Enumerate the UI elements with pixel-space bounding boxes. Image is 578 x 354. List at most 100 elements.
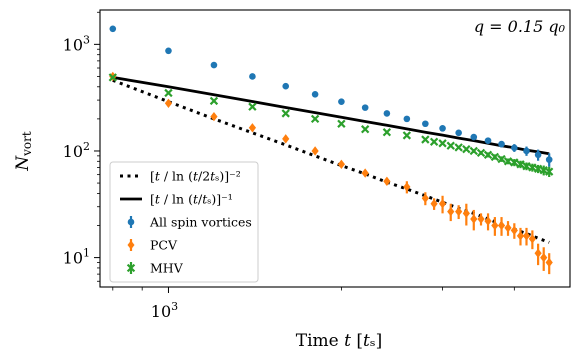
point-all-spin-vortices [109, 25, 117, 33]
legend-marker-diamond [127, 240, 135, 250]
legend-marker-x [126, 263, 136, 273]
point-pcv [164, 98, 173, 108]
point-mhv [209, 96, 219, 106]
point-pcv [504, 223, 512, 233]
legend-label-pcv: PCV [150, 238, 178, 253]
point-mhv [503, 157, 513, 166]
legend-label-fit2: [𝑡 / ln (𝑡/2𝑡ₛ)]⁻² [150, 169, 241, 184]
point-mhv [522, 162, 531, 171]
point-all-spin-vortices [545, 156, 553, 163]
point-pcv [534, 248, 542, 258]
point-pcv [540, 252, 548, 263]
point-mhv [462, 144, 471, 154]
point-all-spin-vortices [422, 120, 429, 128]
point-all-spin-vortices [455, 129, 462, 137]
point-all-spin-vortices [523, 147, 530, 155]
point-pcv [491, 220, 499, 231]
point-pcv [470, 214, 478, 224]
point-all-spin-vortices [338, 98, 345, 105]
fit-line-fit1 [112, 76, 550, 156]
point-pcv [438, 199, 447, 209]
point-mhv [108, 73, 117, 82]
y-axis-label: 𝑁vort [13, 131, 34, 172]
point-all-spin-vortices [470, 133, 478, 141]
point-pcv [248, 123, 257, 133]
plot-frame [99, 9, 571, 288]
point-mhv [476, 148, 486, 158]
point-mhv [446, 141, 455, 150]
data-markers [108, 25, 554, 275]
point-pcv [497, 220, 506, 231]
point-pcv [545, 257, 553, 268]
axis-ticks [94, 11, 515, 293]
point-pcv [282, 134, 290, 144]
point-all-spin-vortices [484, 137, 492, 144]
point-all-spin-vortices [511, 144, 518, 152]
legend-marker-circle [127, 218, 135, 226]
point-mhv [421, 135, 430, 144]
point-mhv [490, 152, 500, 162]
point-all-spin-vortices [534, 151, 542, 159]
point-all-spin-vortices [383, 110, 391, 117]
point-pcv [210, 111, 218, 122]
point-pcv [455, 206, 463, 217]
point-mhv [281, 109, 290, 118]
point-all-spin-vortices [311, 91, 319, 98]
point-pcv [421, 193, 429, 203]
y-tick-label: 103 [63, 33, 90, 54]
point-mhv [516, 160, 525, 169]
y-tick-label: 102 [63, 140, 90, 161]
point-all-spin-vortices [165, 47, 172, 55]
point-pcv [403, 182, 411, 192]
point-pcv [484, 216, 492, 226]
point-all-spin-vortices [249, 73, 256, 80]
point-mhv [539, 166, 548, 175]
point-mhv [454, 143, 463, 152]
point-mhv [483, 150, 493, 160]
point-pcv [528, 234, 536, 244]
point-mhv [528, 163, 537, 172]
point-pcv [361, 168, 369, 178]
point-mhv [545, 167, 554, 176]
point-mhv [164, 88, 173, 98]
point-pcv [522, 231, 531, 241]
point-all-spin-vortices [282, 82, 290, 90]
point-all-spin-vortices [498, 140, 505, 148]
legend: [𝑡 / ln (𝑡/2𝑡ₛ)]⁻² [𝑡 / ln (𝑡/𝑡ₛ)]⁻¹ All s… [109, 161, 259, 283]
legend-label-mhv: MHV [150, 261, 184, 276]
point-pcv [430, 199, 438, 209]
point-pcv [516, 231, 525, 241]
legend-box [109, 161, 259, 283]
point-mhv [469, 146, 478, 156]
point-mhv [402, 131, 412, 140]
x-tick-label: 103 [151, 300, 178, 321]
point-all-spin-vortices [403, 115, 411, 123]
point-pcv [510, 225, 518, 236]
point-mhv [337, 119, 346, 128]
point-mhv [360, 125, 370, 134]
point-mhv [438, 139, 447, 148]
point-pcv [462, 208, 470, 219]
annotation-q: 𝑞 = 0.15 𝑞₀ [474, 17, 566, 36]
point-pcv [337, 159, 345, 169]
legend-label-fit1: [𝑡 / ln (𝑡/𝑡ₛ)]⁻¹ [150, 192, 233, 207]
point-pcv [383, 176, 391, 186]
point-mhv [382, 128, 392, 137]
fit-line-fit2 [112, 78, 550, 244]
y-tick-label: 101 [63, 247, 90, 268]
point-mhv [310, 114, 320, 124]
legend-label-all: All spin vortices [149, 215, 252, 230]
point-all-spin-vortices [439, 125, 446, 132]
point-all-spin-vortices [210, 61, 218, 69]
point-pcv [447, 206, 455, 217]
point-mhv [248, 102, 257, 111]
x-axis-label: Time 𝑡 [𝑡ₛ] [296, 331, 382, 351]
point-pcv [477, 214, 485, 224]
point-mhv [510, 158, 519, 167]
point-mhv [497, 154, 506, 164]
point-all-spin-vortices [361, 104, 369, 111]
point-mhv [533, 164, 543, 174]
point-pcv [311, 146, 319, 156]
point-mhv [429, 137, 439, 146]
